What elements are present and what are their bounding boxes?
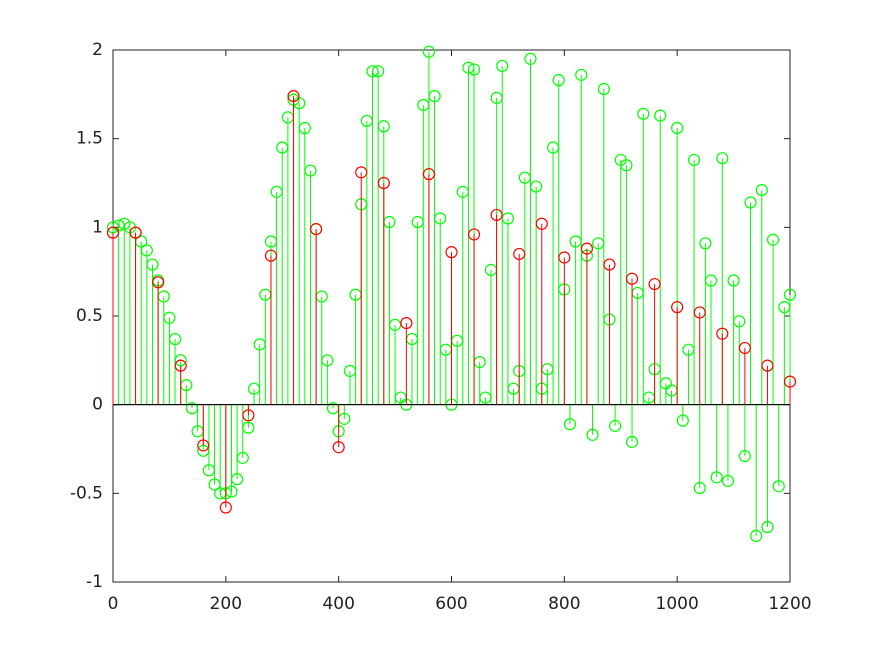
stem-marker	[699, 237, 712, 250]
x-tick-label: 1200	[768, 594, 811, 614]
stem-marker	[422, 45, 436, 58]
stem-marker	[716, 327, 729, 340]
stem-marker	[524, 52, 537, 65]
x-tick-label: 1000	[656, 594, 699, 614]
stem-marker	[513, 247, 526, 261]
stem-marker	[687, 153, 701, 167]
stem-marker	[693, 481, 706, 495]
stem-marker	[637, 107, 650, 120]
stem-marker	[738, 449, 751, 463]
stem-marker	[671, 301, 684, 314]
stem-marker	[603, 258, 616, 271]
stem-marker	[242, 409, 255, 422]
y-tick-label: 2	[92, 40, 103, 60]
y-tick-label: 1.5	[76, 129, 103, 149]
stem-marker	[755, 183, 768, 197]
stem-marker	[586, 428, 599, 441]
stem-marker	[648, 277, 661, 291]
stem-marker	[168, 332, 182, 346]
stem-marker	[727, 274, 740, 287]
stem-marker	[197, 439, 210, 452]
stem-marker	[580, 242, 594, 255]
x-tick-label: 400	[322, 594, 354, 614]
stem-marker	[355, 166, 368, 179]
y-tick-label: 0	[92, 395, 103, 415]
stem-marker	[609, 419, 622, 433]
stem-marker	[304, 164, 317, 177]
stem-marker	[129, 226, 142, 239]
stem-marker	[750, 529, 763, 542]
y-tick-label: -0.5	[70, 483, 103, 503]
stem-marker	[462, 61, 475, 74]
stem-marker	[563, 418, 577, 431]
stem-marker	[372, 65, 385, 78]
stem-marker	[733, 315, 746, 328]
x-tick-label: 200	[210, 594, 242, 614]
stem-marker	[490, 208, 503, 222]
y-tick-label: 1	[92, 217, 103, 237]
stem-marker	[321, 354, 334, 367]
stem-marker	[597, 82, 610, 96]
stem-marker	[467, 63, 481, 76]
stem-marker	[738, 341, 751, 355]
stem-marker	[710, 471, 723, 484]
x-tick-label: 800	[548, 594, 580, 614]
stem-marker	[530, 180, 543, 193]
stem-marker	[152, 276, 165, 289]
stem-marker	[721, 474, 735, 488]
stem-marker	[761, 520, 774, 534]
stem-marker	[163, 311, 176, 324]
stem-marker	[625, 272, 639, 285]
stem-marker	[298, 121, 311, 135]
stem-marker	[772, 480, 785, 493]
stem-marker	[535, 217, 548, 230]
stem-marker	[287, 90, 300, 103]
stem-marker	[434, 212, 447, 225]
stem-marker	[310, 223, 323, 236]
stem-marker	[496, 59, 509, 73]
stem-marker	[400, 316, 413, 330]
stem-marker	[575, 68, 588, 81]
stem-marker	[236, 451, 249, 464]
stem-marker	[654, 109, 667, 122]
stem-marker	[174, 359, 187, 372]
y-tick-label: -1	[86, 572, 103, 592]
stem-marker	[744, 196, 757, 209]
stem-marker	[422, 168, 436, 181]
stem-marker	[231, 473, 244, 486]
stem-marker	[676, 414, 689, 427]
stem-marker	[716, 152, 729, 165]
stem-marker	[671, 121, 684, 135]
stem-marker	[219, 501, 232, 514]
stem-marker	[264, 249, 278, 262]
stem-marker	[140, 244, 153, 257]
stem-marker	[783, 288, 797, 301]
stem-marker	[501, 212, 515, 225]
stem-marker	[766, 233, 780, 246]
stem-marker	[783, 375, 797, 388]
stem-marker	[625, 435, 639, 449]
stem-marker	[377, 120, 390, 133]
stem-marker	[558, 251, 571, 264]
stem-marker	[428, 90, 441, 103]
stem-marker	[146, 258, 159, 271]
stem-marker	[242, 421, 255, 434]
stem-marker	[620, 159, 633, 172]
stem-marker	[552, 74, 565, 87]
y-tick-label: 0.5	[76, 306, 103, 326]
x-tick-label: 0	[108, 594, 119, 614]
stem-marker	[445, 246, 458, 259]
stem-marker	[761, 359, 774, 372]
x-tick-label: 600	[435, 594, 467, 614]
stem-marker	[693, 306, 706, 319]
stem-marker	[332, 441, 345, 454]
stem-marker	[106, 226, 120, 239]
stem-marker	[467, 228, 481, 241]
stem-marker	[377, 176, 390, 190]
stem-marker	[704, 274, 718, 287]
